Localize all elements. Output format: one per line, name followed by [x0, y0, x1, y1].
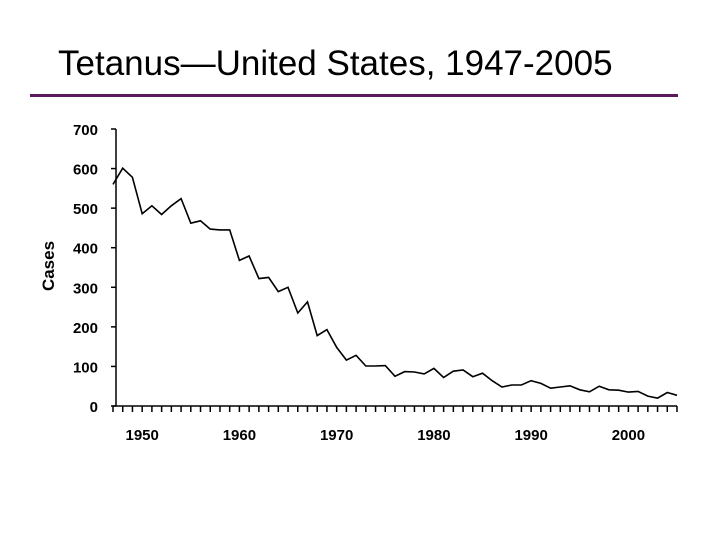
slide-title: Tetanus—United States, 1947-2005	[58, 44, 613, 83]
y-tick-label: 600	[73, 162, 98, 179]
y-tick-label: 700	[73, 122, 98, 139]
series-line-cases	[112, 166, 678, 399]
y-tick-label: 400	[73, 241, 98, 258]
y-axis: 0 100 200 300 400 500 600 700	[73, 122, 117, 416]
y-axis-title: Cases	[39, 241, 58, 291]
y-tick-label: 100	[73, 359, 98, 376]
x-tick-label: 1980	[417, 427, 450, 444]
x-tick-label: 1990	[514, 427, 547, 444]
y-tick-label: 300	[73, 280, 98, 297]
x-tick-label: 1960	[223, 427, 256, 444]
x-tick-label: 1970	[320, 427, 353, 444]
x-axis: 1950 1960 1970 1980 1990 2000	[112, 405, 678, 444]
y-tick-label: 0	[90, 399, 98, 416]
title-divider	[30, 94, 678, 97]
plot-area	[112, 166, 678, 399]
x-tick-label: 2000	[612, 427, 645, 444]
y-tick-label: 500	[73, 201, 98, 218]
y-tick-label: 200	[73, 320, 98, 337]
x-tick-label: 1950	[125, 427, 158, 444]
